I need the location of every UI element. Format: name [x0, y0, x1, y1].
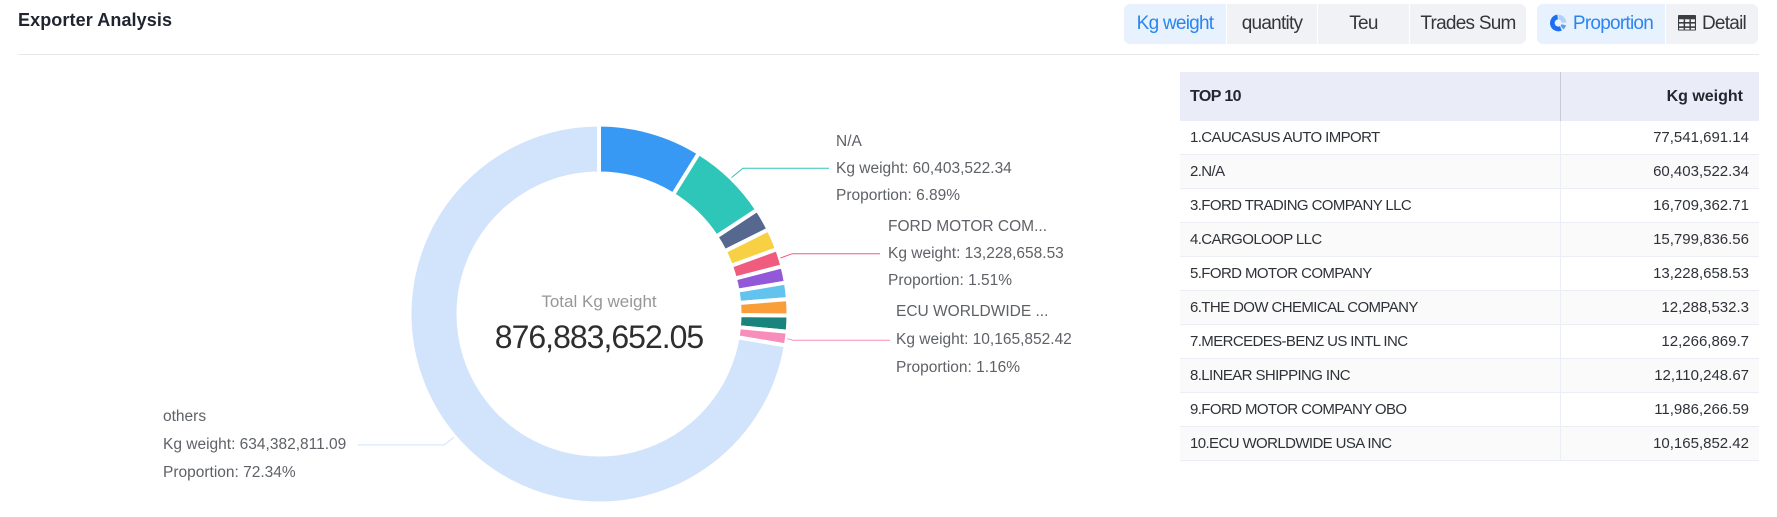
svg-text:others: others: [163, 408, 206, 425]
svg-text:Kg weight: 10,165,852.42: Kg weight: 10,165,852.42: [896, 331, 1072, 348]
svg-text:FORD MOTOR COM...: FORD MOTOR COM...: [888, 218, 1047, 235]
svg-text:ECU WORLDWIDE ...: ECU WORLDWIDE ...: [896, 303, 1048, 320]
svg-text:Kg weight: 13,228,658.53: Kg weight: 13,228,658.53: [888, 245, 1064, 262]
svg-text:Proportion: 1.16%: Proportion: 1.16%: [896, 359, 1020, 376]
svg-text:Proportion: 1.51%: Proportion: 1.51%: [888, 272, 1012, 289]
svg-text:Proportion: 6.89%: Proportion: 6.89%: [836, 187, 960, 204]
svg-text:Kg weight: 634,382,811.09: Kg weight: 634,382,811.09: [163, 436, 346, 453]
svg-text:Kg weight: 60,403,522.34: Kg weight: 60,403,522.34: [836, 160, 1012, 177]
svg-text:Proportion: 72.34%: Proportion: 72.34%: [163, 464, 296, 481]
svg-text:N/A: N/A: [836, 133, 863, 150]
svg-text:Total Kg weight: Total Kg weight: [541, 292, 657, 311]
svg-text:876,883,652.05: 876,883,652.05: [495, 319, 704, 355]
